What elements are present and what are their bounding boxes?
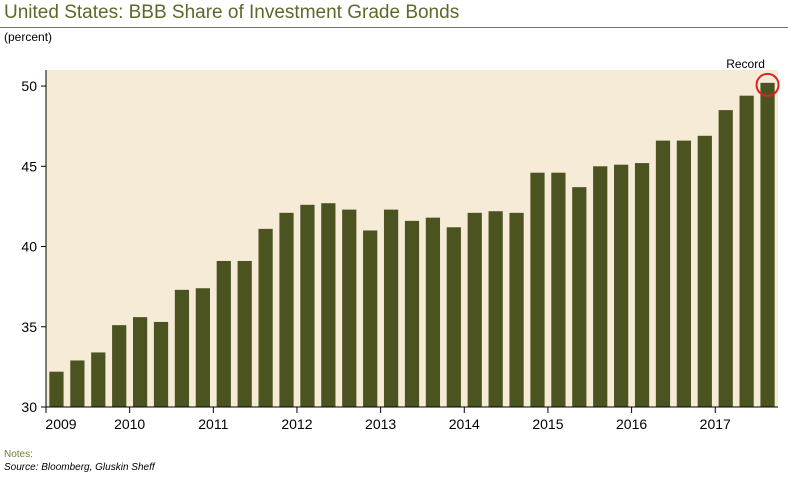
bar-32 (718, 110, 733, 408)
y-tick-label-50: 50 (21, 78, 37, 94)
bar-9 (237, 260, 252, 407)
chart-title: United States: BBB Share of Investment G… (4, 2, 460, 23)
bars-group (49, 82, 775, 408)
bar-21 (488, 211, 503, 407)
bar-16 (383, 209, 399, 407)
bar-18 (425, 217, 441, 407)
title-rule (0, 27, 788, 28)
record-annotation-label: Record (726, 57, 765, 71)
bar-5 (153, 321, 169, 407)
x-tick-label-2014: 2014 (449, 416, 480, 432)
bar-13 (321, 203, 336, 407)
bar-1 (70, 360, 85, 407)
bar-29 (655, 140, 671, 408)
y-axis-ticks: 30 35 40 45 50 (21, 78, 46, 415)
unit-label: (percent) (4, 30, 53, 44)
y-tick-label-45: 45 (21, 158, 37, 174)
bar-22 (509, 212, 524, 407)
bar-2 (91, 352, 106, 407)
x-tick-label-2012: 2012 (281, 416, 312, 432)
x-tick-label-2017: 2017 (700, 416, 731, 432)
notes-label: Notes: (4, 449, 33, 460)
bar-20 (467, 212, 482, 407)
bar-23 (530, 172, 545, 407)
bar-24 (551, 172, 566, 407)
bar-34 (760, 82, 775, 407)
bar-4 (133, 317, 148, 407)
bar-17 (404, 220, 420, 407)
x-axis-ticks: 2009 2010 2011 2012 2013 2014 2015 2016 2017 (45, 407, 731, 432)
y-tick-label-40: 40 (21, 239, 37, 255)
source-label: Source: Bloomberg, Gluskin Sheff (4, 462, 155, 473)
bar-7 (195, 288, 210, 407)
bar-19 (446, 227, 461, 407)
x-tick-label-2010: 2010 (114, 416, 145, 432)
bar-28 (634, 163, 650, 407)
bar-11 (279, 212, 294, 407)
x-tick-label-2011: 2011 (198, 416, 228, 432)
bar-6 (174, 289, 190, 407)
bar-0 (49, 371, 64, 407)
record-highlight-circle (755, 72, 780, 97)
y-tick-label-35: 35 (21, 319, 37, 335)
bar-31 (697, 135, 712, 408)
x-tick-label-2016: 2016 (616, 416, 647, 432)
bar-12 (300, 204, 315, 407)
bar-30 (676, 140, 691, 408)
x-tick-label-2009: 2009 (45, 416, 76, 432)
bar-33 (739, 95, 754, 408)
x-tick-label-2013: 2013 (365, 416, 396, 432)
bar-3 (112, 325, 127, 407)
bar-10 (258, 228, 273, 407)
bar-26 (593, 166, 608, 407)
bar-8 (216, 260, 231, 407)
bar-15 (363, 230, 378, 407)
x-tick-label-2015: 2015 (532, 416, 563, 432)
bar-25 (572, 187, 587, 407)
y-tick-label-30: 30 (21, 399, 37, 415)
bar-14 (342, 209, 357, 407)
bar-27 (614, 164, 629, 407)
